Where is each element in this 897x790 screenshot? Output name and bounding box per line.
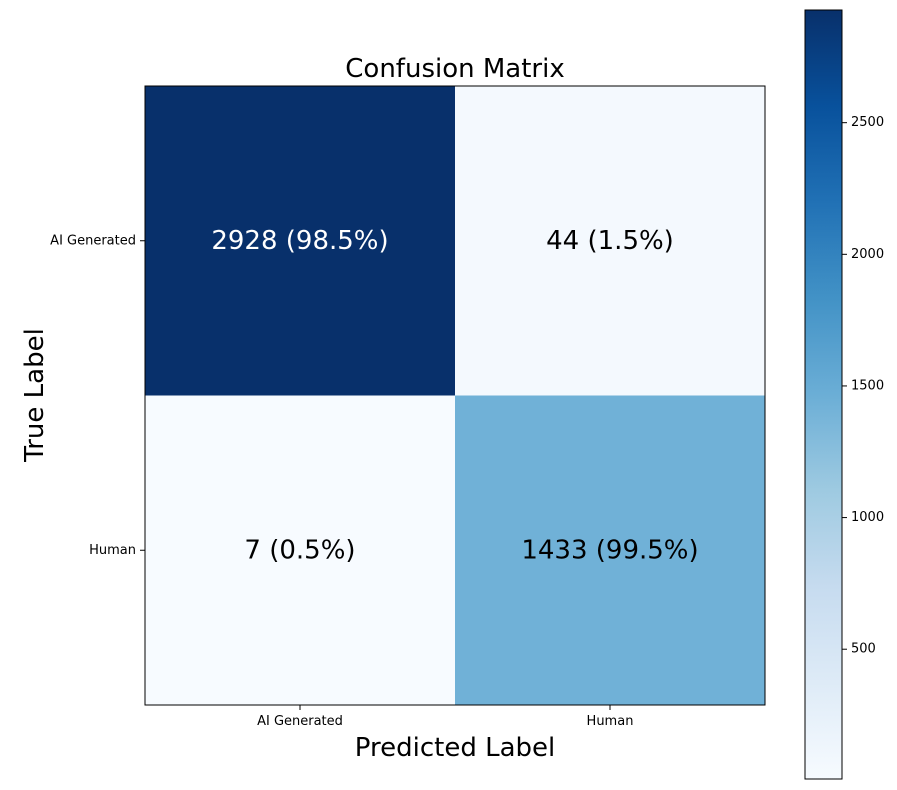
- cell-label-0-0: 2928 (98.5%): [211, 226, 388, 256]
- colorbar: [804, 9, 843, 780]
- heatmap-cell-0-0: [145, 86, 455, 396]
- heatmap-cell-1-1: [455, 395, 765, 705]
- heatmap-cell-0-1: [455, 86, 765, 396]
- x-axis-ticks: AI Generated Human: [257, 705, 633, 729]
- cell-label-0-1: 44 (1.5%): [546, 226, 674, 256]
- chart-title: Confusion Matrix: [345, 54, 564, 84]
- x-tick-label: Human: [587, 714, 634, 729]
- x-tick-label: AI Generated: [257, 714, 343, 729]
- plot-frame: [144, 85, 766, 706]
- y-axis-label: True Label: [20, 328, 50, 463]
- cell-label-1-1: 1433 (99.5%): [521, 535, 698, 565]
- heatmap-cells: [145, 86, 765, 705]
- colorbar-ticks: 500 1000 1500 2000 2500: [842, 115, 884, 657]
- colorbar-tick-label: 1000: [851, 510, 884, 525]
- y-tick-label: Human: [89, 543, 136, 558]
- heatmap-cell-1-0: [145, 395, 455, 705]
- cell-label-1-0: 7 (0.5%): [244, 535, 355, 565]
- x-axis-label: Predicted Label: [355, 733, 555, 763]
- y-tick-label: AI Generated: [50, 233, 136, 248]
- colorbar-tick-label: 2500: [851, 115, 884, 130]
- colorbar-tick-label: 2000: [851, 247, 884, 262]
- colorbar-tick-label: 1500: [851, 378, 884, 393]
- heatmap-cell-labels: 2928 (98.5%) 44 (1.5%) 7 (0.5%) 1433 (99.5%…: [211, 226, 698, 566]
- colorbar-tick-label: 500: [851, 642, 876, 657]
- y-axis-ticks: AI Generated Human: [50, 233, 145, 558]
